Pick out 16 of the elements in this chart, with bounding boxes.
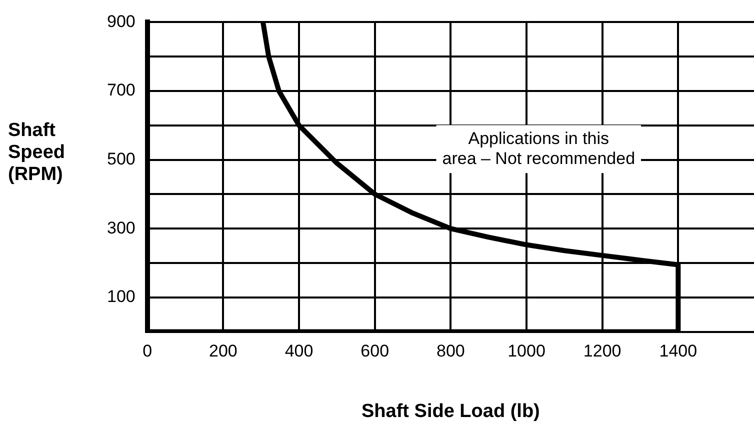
- y-tick-label: 100: [106, 287, 136, 306]
- x-tick-label: 400: [284, 342, 314, 361]
- annotation: Applications in this area – Not recommended: [442, 128, 636, 168]
- y-tick-label: 300: [106, 218, 136, 238]
- x-tick-label: 600: [360, 342, 390, 361]
- x-tick-label: 800: [436, 342, 465, 361]
- y-tick-label: 700: [106, 80, 136, 100]
- x-tick-label: 1000: [508, 342, 546, 361]
- x-tick-label: 1400: [659, 342, 698, 361]
- x-tick-label: 200: [209, 342, 238, 361]
- x-tick-label: 1200: [583, 342, 622, 361]
- x-tick-label: 0: [142, 342, 152, 361]
- x-axis-title: Shaft Side Load (lb): [361, 400, 540, 422]
- y-tick-label: 900: [106, 12, 136, 31]
- y-tick-label: 500: [106, 149, 136, 168]
- y-axis-title: Shaft Speed (RPM): [8, 120, 66, 186]
